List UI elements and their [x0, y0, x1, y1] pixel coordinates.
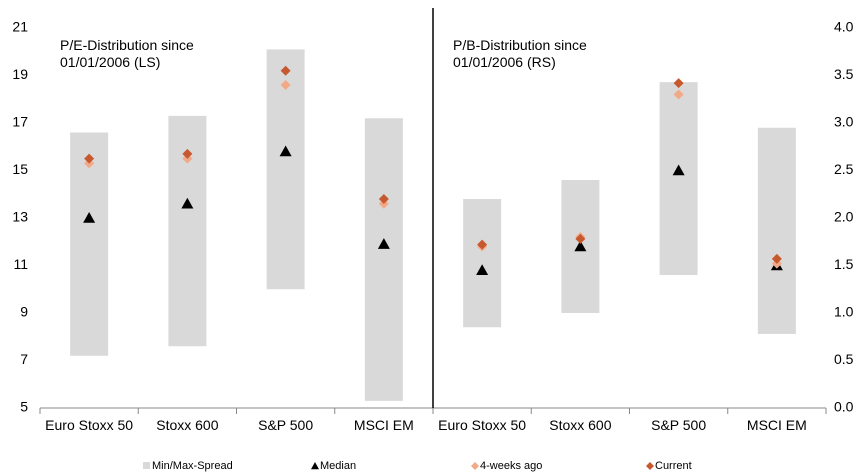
y-tick-label: 1.0 — [834, 304, 854, 320]
y-tick-label: 2.5 — [834, 161, 854, 177]
legend-swatch — [143, 462, 150, 469]
legend-swatch — [311, 462, 319, 470]
x-tick-label: MSCI EM — [746, 417, 807, 433]
x-tick-label: Euro Stoxx 50 — [438, 417, 527, 433]
x-tick-label: Stoxx 600 — [156, 417, 219, 433]
x-tick-label: S&P 500 — [651, 417, 707, 433]
median-marker — [279, 145, 292, 157]
median-marker — [574, 240, 587, 252]
y-tick-label: 0.5 — [834, 351, 854, 367]
y-tick-label: 2.0 — [834, 209, 854, 225]
y-tick-label: 1.5 — [834, 256, 854, 272]
median-marker — [377, 238, 390, 249]
legend-label: Current — [655, 460, 692, 472]
diamond-marker — [378, 194, 389, 204]
legend-label: 4-weeks ago — [480, 460, 542, 472]
legend-label: Min/Max-Spread — [152, 460, 233, 472]
legend-swatch — [471, 462, 479, 470]
y-tick-label: 9 — [20, 304, 28, 320]
x-tick-label: Euro Stoxx 50 — [45, 417, 134, 433]
legend-swatch — [646, 462, 654, 470]
diamond-marker — [673, 78, 684, 89]
x-tick-label: MSCI EM — [353, 417, 414, 433]
range-bar — [463, 199, 502, 328]
median-marker — [476, 264, 489, 276]
diamond-marker — [673, 89, 684, 100]
range-bar — [70, 132, 109, 356]
diamond-marker — [182, 148, 193, 159]
diamond-marker — [771, 253, 782, 264]
diamond-marker — [575, 233, 586, 244]
x-tick-label: Stoxx 600 — [549, 417, 612, 433]
range-bar — [659, 82, 698, 276]
y-tick-label: 3.5 — [834, 66, 854, 82]
y-tick-label: 7 — [20, 351, 28, 367]
y-tick-label: 4.0 — [834, 19, 854, 35]
y-tick-label: 15 — [12, 161, 28, 177]
median-marker — [83, 212, 96, 223]
y-tick-label: 5 — [20, 399, 28, 415]
median-marker — [181, 197, 194, 209]
y-tick-label: 3.0 — [834, 114, 854, 130]
diamond-marker — [477, 239, 488, 250]
diamond-marker — [280, 80, 291, 90]
median-marker — [672, 164, 685, 176]
range-bar — [757, 127, 796, 334]
diamond-marker — [280, 65, 291, 76]
y-tick-label: 21 — [12, 19, 28, 35]
y-tick-label: 13 — [12, 209, 28, 225]
y-tick-label: 11 — [13, 256, 28, 272]
range-bar — [364, 118, 403, 401]
y-tick-label: 19 — [12, 66, 28, 82]
diamond-marker — [84, 153, 95, 164]
x-tick-label: S&P 500 — [258, 417, 314, 433]
legend-label: Median — [320, 460, 356, 472]
y-tick-label: 17 — [12, 114, 28, 130]
y-tick-label: 0.0 — [834, 399, 854, 415]
annotation: P/B-Distribution since 01/01/2006 (RS) — [453, 37, 587, 70]
annotation: P/E-Distribution since 01/01/2006 (LS) — [60, 37, 194, 70]
